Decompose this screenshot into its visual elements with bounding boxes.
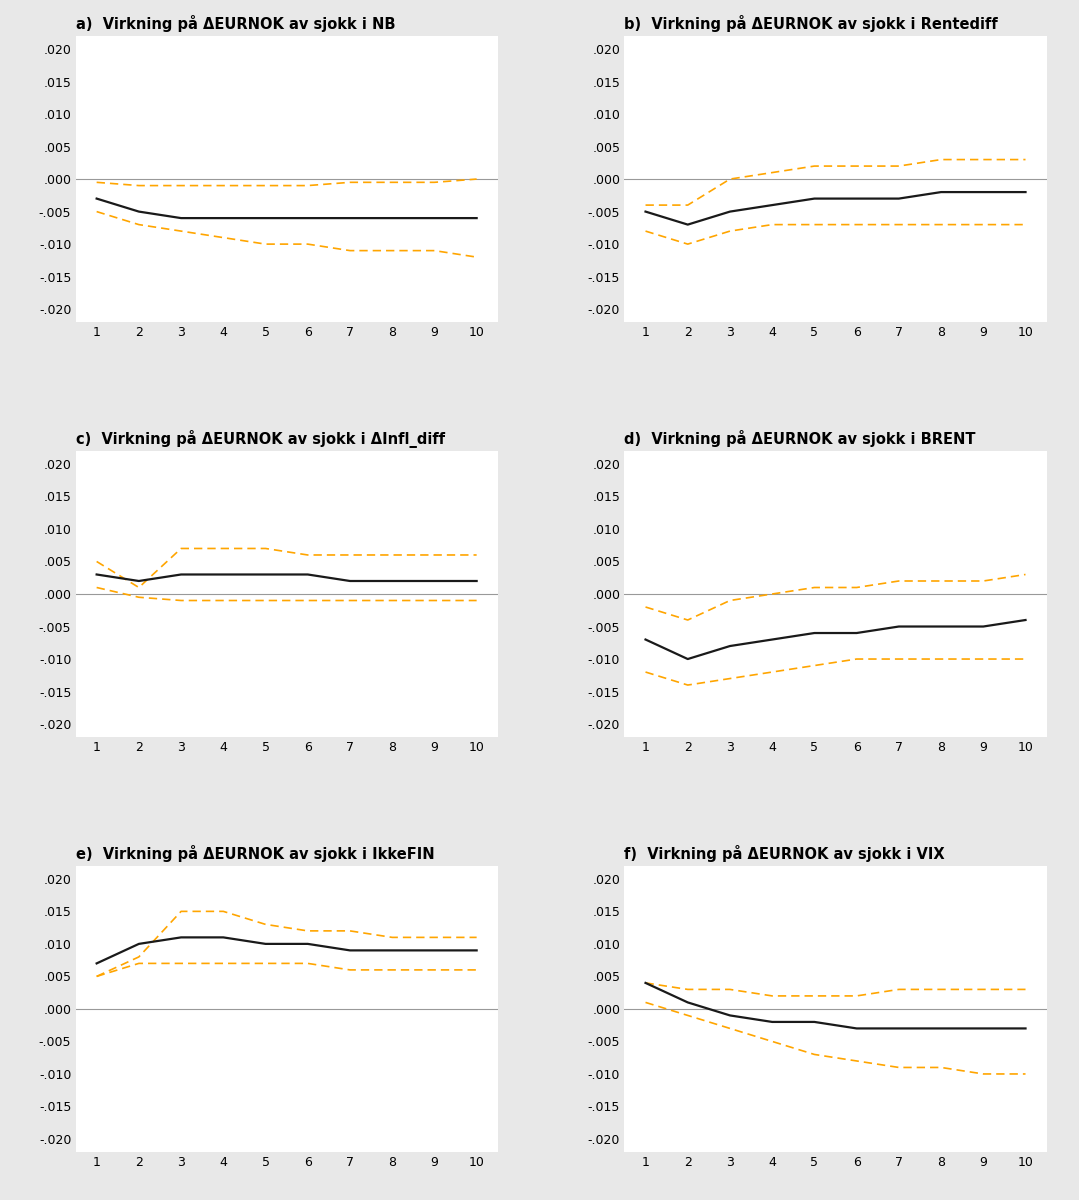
Text: a)  Virkning på ΔEURNOK av sjokk i NB: a) Virkning på ΔEURNOK av sjokk i NB bbox=[76, 16, 395, 32]
Text: e)  Virkning på ΔEURNOK av sjokk i IkkeFIN: e) Virkning på ΔEURNOK av sjokk i IkkeFI… bbox=[76, 845, 434, 862]
Text: f)  Virkning på ΔEURNOK av sjokk i VIX: f) Virkning på ΔEURNOK av sjokk i VIX bbox=[625, 845, 945, 862]
Text: d)  Virkning på ΔEURNOK av sjokk i BRENT: d) Virkning på ΔEURNOK av sjokk i BRENT bbox=[625, 430, 975, 446]
Text: b)  Virkning på ΔEURNOK av sjokk i Rentediff: b) Virkning på ΔEURNOK av sjokk i Rented… bbox=[625, 16, 998, 32]
Text: c)  Virkning på ΔEURNOK av sjokk i ΔInfl_diff: c) Virkning på ΔEURNOK av sjokk i ΔInfl_… bbox=[76, 430, 445, 448]
